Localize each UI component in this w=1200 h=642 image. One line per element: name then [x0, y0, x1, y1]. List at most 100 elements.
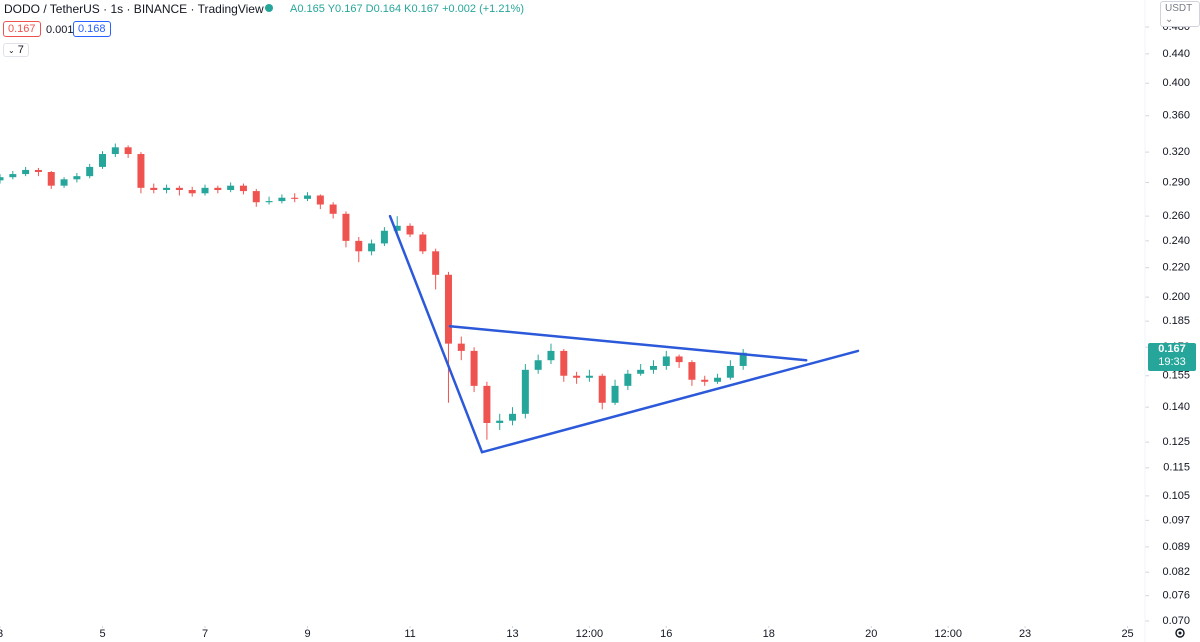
y-tick-label: 0.070	[1162, 615, 1190, 627]
candle-body	[598, 375, 606, 403]
y-tick-label: 0.125	[1162, 436, 1190, 448]
candle-body	[22, 169, 30, 175]
candle-body	[265, 201, 273, 203]
x-tick-label: 23	[1019, 628, 1031, 640]
candle-body	[227, 185, 235, 191]
candle-body	[73, 176, 81, 180]
currency-button[interactable]: USDT ⌄	[1160, 1, 1200, 27]
candle-body	[239, 185, 247, 192]
candle-body	[726, 365, 734, 378]
y-tick-label: 0.185	[1162, 315, 1190, 327]
y-tick-label: 0.076	[1162, 590, 1190, 602]
y-tick-label: 0.155	[1162, 370, 1190, 382]
indicator-count: 7	[17, 44, 24, 56]
candle-body	[496, 420, 504, 423]
y-tick-label: 0.220	[1162, 262, 1190, 274]
candle-body	[611, 385, 619, 403]
x-tick-label: 7	[202, 628, 208, 640]
x-tick-label: 16	[660, 628, 672, 640]
candle-body	[124, 147, 132, 155]
candle-body	[534, 360, 542, 370]
y-tick-label: 0.290	[1162, 176, 1190, 188]
ask-price[interactable]: 0.168	[73, 21, 111, 37]
candle-body	[406, 225, 414, 235]
x-tick-label: 20	[865, 628, 877, 640]
candle-body	[9, 174, 17, 178]
candle-body	[739, 352, 747, 366]
trend-line	[448, 324, 808, 362]
candle-body	[34, 169, 42, 173]
candle-body	[509, 413, 517, 421]
plot-area	[0, 143, 860, 454]
candle-body	[355, 240, 363, 252]
candle-body	[419, 234, 427, 252]
y-tick-label: 0.097	[1162, 514, 1190, 526]
candle-body	[432, 251, 440, 275]
candle-body	[662, 356, 670, 366]
y-tick-label: 0.115	[1163, 462, 1190, 474]
ohlc-legend: A0.165 Y0.167 D0.164 K0.167 +0.002 (+1.2…	[290, 3, 525, 15]
symbol-title: DODO / TetherUS · 1s · BINANCE · Trading…	[4, 2, 264, 16]
y-tick-label: 0.089	[1162, 541, 1190, 553]
candle-body	[483, 385, 491, 423]
x-tick-label: 13	[506, 628, 518, 640]
y-tick-label: 0.082	[1162, 566, 1190, 578]
y-tick-label: 0.360	[1162, 110, 1190, 122]
candle-body	[60, 179, 68, 186]
candle-body	[304, 195, 312, 199]
candle-body	[560, 350, 568, 376]
y-tick-label: 0.400	[1162, 77, 1190, 89]
x-tick-label: 12:00	[934, 628, 962, 640]
y-tick-label: 0.140	[1162, 401, 1190, 413]
candle-body	[0, 177, 4, 181]
candle-body	[111, 147, 119, 155]
candle-body	[291, 197, 299, 199]
last-price-label: 0.167 19:33	[1148, 342, 1196, 371]
x-tick-label: 5	[99, 628, 105, 640]
candle-body	[99, 154, 107, 167]
candle-body	[380, 230, 388, 244]
x-tick-label: 3	[0, 628, 3, 640]
y-tick-label: 0.440	[1162, 48, 1190, 60]
candle-body	[457, 343, 465, 351]
candle-body	[624, 373, 632, 386]
y-tick-label: 0.320	[1162, 146, 1190, 158]
x-tick-label: 12:00	[576, 628, 604, 640]
candle-body	[637, 369, 645, 374]
y-tick-label: 0.105	[1162, 490, 1190, 502]
trend-line	[480, 349, 860, 454]
y-tick-label: 0.240	[1162, 235, 1190, 247]
candle-body	[675, 356, 683, 363]
last-price: 0.167	[1158, 342, 1186, 355]
y-tick-label: 0.200	[1162, 291, 1190, 303]
candle-body	[393, 225, 401, 231]
x-tick-label: 25	[1121, 628, 1133, 640]
candle-body	[150, 187, 158, 191]
spread: 0.001	[46, 24, 74, 36]
candle-body	[521, 369, 529, 414]
bid-price[interactable]: 0.167	[3, 21, 41, 37]
candle-body	[278, 197, 286, 202]
candle-body	[368, 243, 376, 252]
candle-body	[701, 379, 709, 382]
candle-body	[573, 375, 581, 378]
candle-body	[444, 274, 452, 344]
candle-body	[342, 213, 350, 241]
candle-body	[86, 166, 94, 177]
candle-body	[329, 204, 337, 214]
status-dot	[265, 4, 273, 12]
x-tick-label: 11	[404, 628, 415, 640]
currency: USDT	[1165, 3, 1193, 14]
candle-body	[547, 350, 555, 361]
settings-icon[interactable]	[1175, 628, 1185, 638]
candle-body	[714, 377, 722, 382]
indicator-toggle[interactable]: ⌄ 7	[3, 43, 29, 57]
candle-body	[688, 362, 696, 380]
candle-body	[316, 195, 324, 205]
candle-body	[649, 365, 657, 370]
x-tick-label: 9	[304, 628, 310, 640]
candle-body	[188, 190, 196, 194]
candle-body	[585, 375, 593, 378]
